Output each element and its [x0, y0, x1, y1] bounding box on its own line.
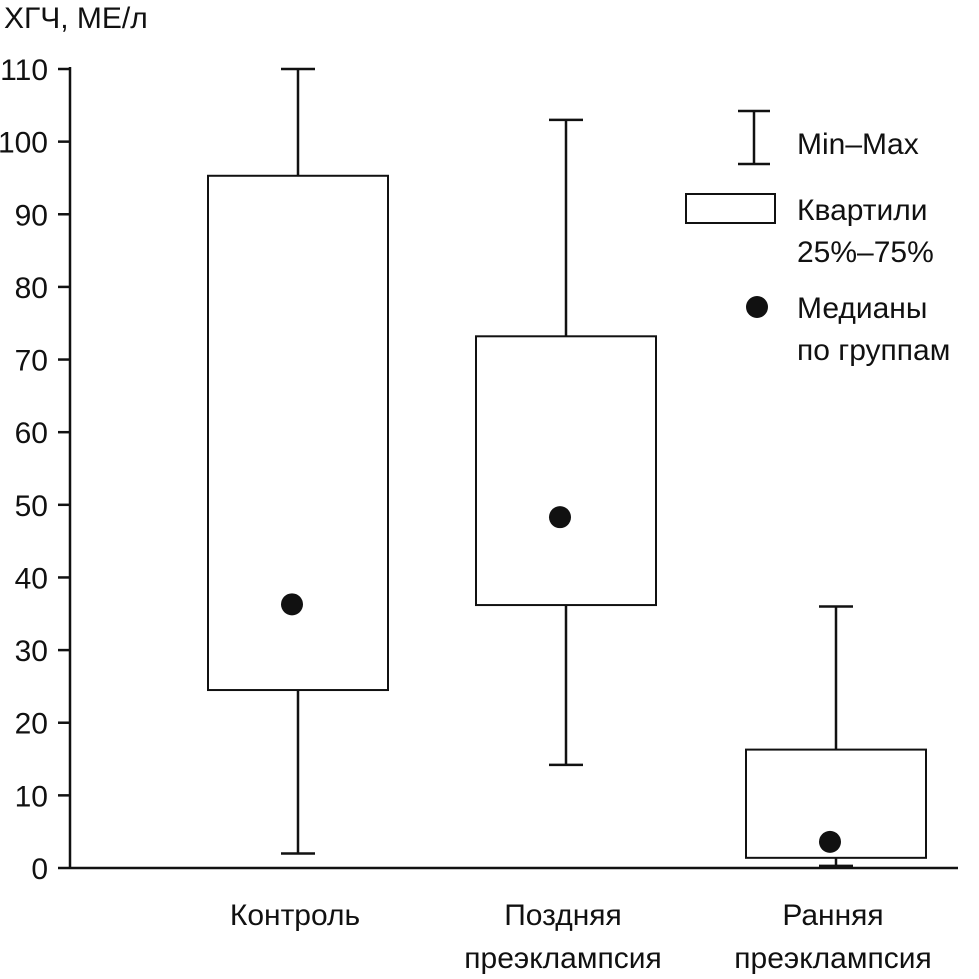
y-tick-label: 60: [15, 417, 48, 450]
legend-quartile-box-icon: [685, 193, 776, 224]
y-tick-label: 40: [15, 562, 48, 595]
y-tick-label: 70: [15, 345, 48, 378]
y-axis-label: ХГЧ, МЕ/л: [4, 2, 148, 35]
x-tick-label-line1: Ранняя: [782, 899, 883, 932]
median-dot: [281, 593, 303, 616]
boxes: [207, 67, 927, 868]
y-tick-label: 0: [31, 853, 48, 886]
y-tick-label: 50: [15, 490, 48, 523]
legend-median-label-line2: по группам: [797, 334, 950, 367]
x-tick-label-line2: преэклампсия: [734, 942, 931, 975]
box-group: [475, 118, 657, 767]
x-tick-labels: Контроль Поздняя преэклампсия Ранняя преэкла…: [230, 899, 932, 975]
y-tick-label: 110: [0, 54, 48, 87]
x-tick-label-line1: Контроль: [230, 899, 360, 932]
y-tick-label: 90: [15, 199, 48, 232]
y-tick-label: 20: [15, 708, 48, 741]
x-tick-label-line1: Поздняя: [504, 899, 622, 932]
legend-quartiles-label-line2: 25%–75%: [797, 236, 934, 269]
median-dot: [549, 506, 571, 529]
x-tick-label-line2: преэклампсия: [464, 942, 661, 975]
y-tick-label: 80: [15, 272, 48, 305]
quartile-box: [475, 335, 657, 607]
y-ticks: 0 10 20 30 40 50 60 70 80 90 100 110: [0, 54, 70, 886]
y-tick-label: 30: [15, 635, 48, 668]
legend-minmax-label: Min–Max: [797, 128, 919, 161]
box-group: [207, 67, 389, 855]
median-dot: [819, 830, 841, 853]
box-group: [745, 605, 927, 868]
legend-median-dot-icon: [746, 296, 768, 318]
legend: Min–Max Квартили 25%–75% Медианы по груп…: [685, 109, 950, 367]
axes: [68, 67, 958, 870]
y-tick-label: 10: [15, 780, 48, 813]
legend-quartiles-label-line1: Квартили: [797, 194, 928, 227]
legend-median-label-line1: Медианы: [797, 292, 927, 325]
y-tick-label: 100: [0, 127, 48, 160]
